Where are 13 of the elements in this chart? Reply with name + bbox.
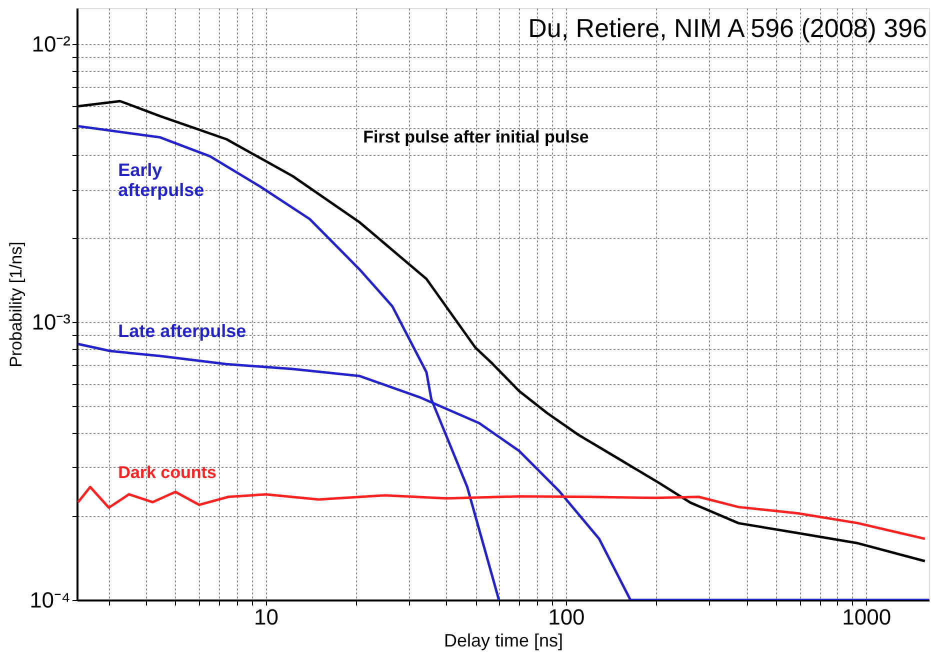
series-label: Late afterpulse: [118, 321, 246, 342]
y-tick-label: 10⁻²: [32, 32, 70, 57]
x-axis-title: Delay time [ns]: [444, 630, 564, 650]
y-tick-label: 10⁻³: [32, 310, 70, 335]
x-tick-label: 10: [254, 604, 279, 630]
x-tick-label: 100: [548, 604, 585, 630]
y-axis-title: Probability [1/ns]: [6, 242, 26, 368]
annotation: Du, Retiere, NIM A 596 (2008) 396: [528, 13, 927, 43]
y-tick-label: 10⁻⁴: [30, 588, 70, 612]
text: First pulse after initial pulse: [363, 127, 589, 146]
series-label: Dark counts: [118, 463, 216, 482]
x-tick-label: 1000: [842, 604, 892, 630]
series-label: Early afterpulse: [118, 160, 204, 200]
